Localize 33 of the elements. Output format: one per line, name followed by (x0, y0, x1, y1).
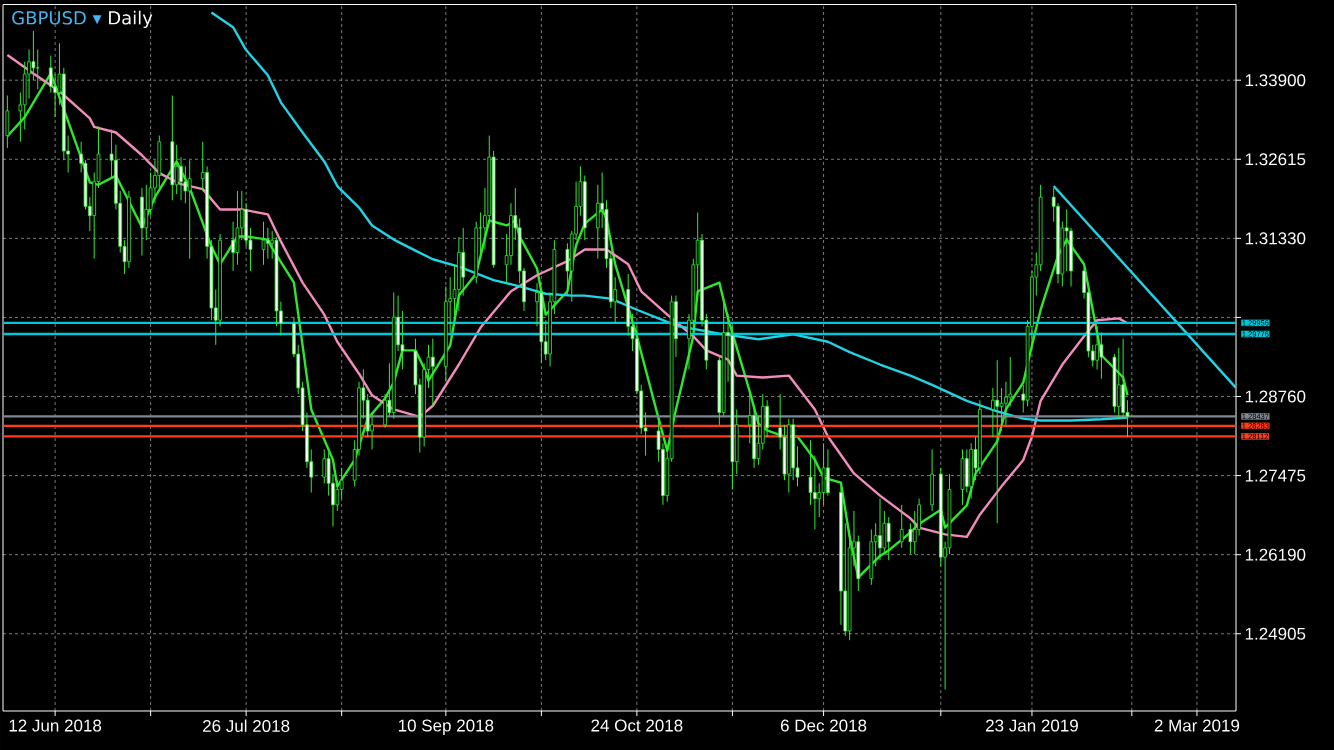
y-tick-label: 1.27475 (1245, 469, 1306, 482)
candlestick (335, 479, 340, 512)
x-tick-label: 23 Jan 2019 (986, 719, 1078, 732)
candlestick (179, 156, 183, 201)
candlestick (886, 516, 891, 561)
candlestick (35, 48, 40, 90)
x-tick-label: 12 Jun 2018 (9, 719, 102, 732)
candlestick (899, 504, 904, 549)
x-tick-label: 10 Sep 2018 (398, 719, 494, 735)
y-tick-label: 1.26190 (1245, 548, 1306, 561)
y-tick-label: 1.24905 (1245, 627, 1306, 640)
candlestick (322, 448, 327, 484)
candlestick (144, 184, 149, 241)
line-series (210, 11, 1129, 422)
candlestick (261, 221, 266, 266)
candlestick (1099, 332, 1104, 380)
candlestick (31, 30, 36, 81)
y-tick-label: 1.32615 (1245, 153, 1306, 166)
candlestick (995, 359, 1000, 524)
x-tick-label: 26 Jul 2018 (203, 719, 290, 733)
chart-subtitle: Daily (109, 10, 153, 29)
x-tick-label: 2 Mar 2019 (1154, 719, 1240, 732)
candlestick (878, 498, 882, 561)
chart-title: GBPUSD ▾ (12, 11, 102, 25)
x-tick-label: 24 Oct 2018 (591, 719, 683, 732)
y-tick-label: 1.28760 (1245, 390, 1306, 403)
candlestick (1116, 347, 1121, 420)
y-tick-label: 1.31330 (1245, 232, 1306, 245)
y-tick-label: 1.33900 (1245, 74, 1306, 87)
candlestick (908, 522, 913, 555)
candlestick (187, 159, 192, 260)
candlestick (991, 387, 995, 438)
x-tick-label: 6 Dec 2018 (780, 719, 867, 732)
